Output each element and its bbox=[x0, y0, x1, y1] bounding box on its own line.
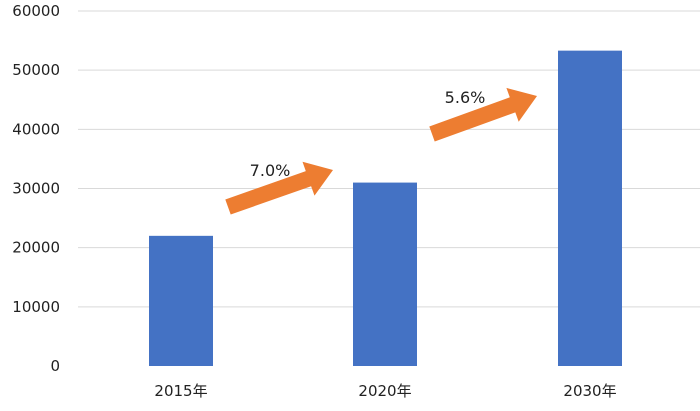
x-tick-label: 2015年 bbox=[154, 382, 207, 400]
bars bbox=[149, 50, 622, 367]
growth-arrow bbox=[225, 161, 333, 215]
y-tick-label: 10000 bbox=[12, 298, 60, 316]
growth-rate-label: 7.0% bbox=[250, 161, 291, 180]
y-tick-label: 20000 bbox=[12, 239, 60, 257]
y-tick-label: 60000 bbox=[12, 2, 60, 20]
y-tick-label: 50000 bbox=[12, 61, 60, 79]
bar bbox=[149, 235, 213, 366]
y-tick-label: 0 bbox=[50, 357, 60, 375]
y-tick-label: 30000 bbox=[12, 180, 60, 198]
growth-rate-label: 5.6% bbox=[445, 88, 486, 107]
bar bbox=[558, 50, 622, 367]
growth-arrow bbox=[429, 87, 537, 142]
x-tick-label: 2030年 bbox=[563, 382, 616, 400]
x-tick-label: 2020年 bbox=[358, 382, 411, 400]
growth-arrows: 7.0% 5.6% bbox=[225, 87, 537, 215]
bar bbox=[353, 182, 417, 366]
x-axis-ticks: 2015年 2020年 2030年 bbox=[154, 382, 616, 400]
y-axis-ticks: 0 10000 20000 30000 40000 50000 60000 bbox=[12, 2, 60, 375]
y-tick-label: 40000 bbox=[12, 120, 60, 138]
